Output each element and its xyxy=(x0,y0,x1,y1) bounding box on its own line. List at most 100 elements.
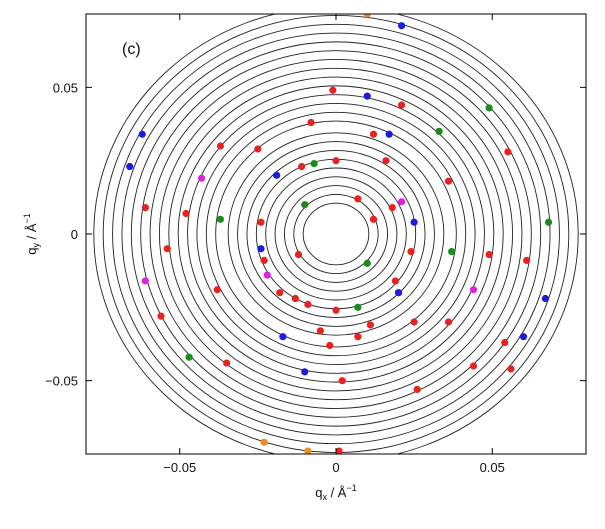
y-axis-label-unit: / Å xyxy=(24,223,39,243)
contour-ring xyxy=(196,103,476,365)
red-data-point xyxy=(216,142,224,150)
blue-data-point xyxy=(519,333,528,341)
red-data-point xyxy=(444,177,453,185)
magenta-data-point xyxy=(263,271,271,279)
red-data-point xyxy=(523,256,531,264)
red-data-point xyxy=(391,277,399,285)
green-data-point xyxy=(301,201,309,209)
contour-ring xyxy=(121,32,551,436)
red-data-point xyxy=(407,248,415,256)
blue-data-point xyxy=(126,162,134,171)
blue-data-point xyxy=(273,171,281,179)
contour-ring xyxy=(265,167,407,301)
x-tick-label: 0 xyxy=(332,460,339,475)
red-data-point xyxy=(257,218,265,226)
blue-data-point xyxy=(398,22,406,30)
magenta-data-point xyxy=(141,277,149,285)
green-data-point xyxy=(544,218,553,226)
magenta-data-point xyxy=(469,286,478,294)
red-data-point xyxy=(369,130,378,138)
contour-ring xyxy=(112,23,560,445)
blue-data-point xyxy=(363,92,371,100)
green-data-point xyxy=(485,104,493,112)
blue-data-point xyxy=(394,289,403,297)
red-data-point xyxy=(366,321,374,329)
magenta-data-point xyxy=(198,174,206,182)
red-data-point xyxy=(335,447,343,454)
red-data-point xyxy=(163,245,171,253)
blue-data-point xyxy=(257,245,265,253)
red-data-point xyxy=(157,312,165,320)
green-data-point xyxy=(448,248,456,256)
red-data-point xyxy=(291,294,299,303)
y-axis-label-main: q xyxy=(24,248,39,255)
contour-ring xyxy=(215,120,457,348)
red-data-point xyxy=(141,204,149,212)
red-data-point xyxy=(388,204,396,212)
red-data-point xyxy=(469,362,478,370)
contour-ring xyxy=(158,67,514,401)
red-data-point xyxy=(485,250,493,259)
x-ticks: −0.05 0 0.05 xyxy=(163,14,505,475)
red-data-point xyxy=(316,327,324,335)
y-tick-label: 0.05 xyxy=(53,80,78,95)
red-data-point xyxy=(326,341,334,350)
red-data-point xyxy=(369,215,378,223)
blue-data-point xyxy=(385,130,393,138)
y-axis-label-sub: y xyxy=(31,243,41,248)
contour-ring xyxy=(130,41,542,427)
contour-ring xyxy=(168,76,504,392)
red-data-point xyxy=(501,338,509,347)
blue-data-point xyxy=(138,130,146,138)
red-data-point xyxy=(223,359,231,367)
red-data-point xyxy=(507,365,515,373)
y-axis-label-exp: −1 xyxy=(22,213,32,223)
green-data-point xyxy=(354,303,362,311)
green-data-point xyxy=(363,259,371,267)
red-data-point xyxy=(276,289,284,297)
red-data-point xyxy=(307,118,315,127)
red-data-point xyxy=(294,250,303,259)
green-data-point xyxy=(310,160,318,168)
x-tick-label: 0.05 xyxy=(480,460,505,475)
contour-ring xyxy=(187,94,485,374)
red-data-point xyxy=(304,300,312,308)
x-axis-label-sub: x xyxy=(322,492,327,502)
contour-ring xyxy=(274,176,398,292)
green-data-point xyxy=(185,353,193,361)
contour-ring xyxy=(205,111,467,357)
red-data-point xyxy=(382,157,390,165)
panel-label: (c) xyxy=(122,41,141,58)
red-data-point xyxy=(413,385,421,394)
orange-data-point xyxy=(363,14,371,18)
contour-ring xyxy=(302,202,370,266)
red-data-point xyxy=(354,333,362,341)
y-axis-label: qy / Å−1 xyxy=(22,213,41,255)
green-data-point xyxy=(216,215,224,223)
contour-ring xyxy=(140,50,532,418)
x-axis-label-exp: −1 xyxy=(346,483,356,493)
contour-ring xyxy=(293,193,379,275)
y-tick-label: 0 xyxy=(71,227,78,242)
red-data-point xyxy=(213,286,221,294)
blue-data-point xyxy=(410,218,418,226)
contour-ring xyxy=(227,132,445,336)
red-data-point xyxy=(354,195,362,203)
red-data-point xyxy=(332,306,340,314)
x-axis-label: qx / Å−1 xyxy=(315,483,357,502)
blue-data-point xyxy=(279,333,287,341)
contour-ring xyxy=(149,59,523,409)
y-tick-label: −0.05 xyxy=(45,374,78,389)
contour-ring xyxy=(283,185,389,283)
blue-data-point xyxy=(301,368,309,376)
x-axis-label-main: q xyxy=(315,485,322,500)
contour-ring xyxy=(93,14,579,454)
red-data-point xyxy=(338,377,346,385)
red-data-point xyxy=(260,256,268,264)
x-tick-label: −0.05 xyxy=(163,460,196,475)
red-data-point xyxy=(504,148,512,156)
red-data-point xyxy=(182,209,190,218)
orange-data-point xyxy=(304,447,312,454)
contour-ring xyxy=(237,141,435,327)
